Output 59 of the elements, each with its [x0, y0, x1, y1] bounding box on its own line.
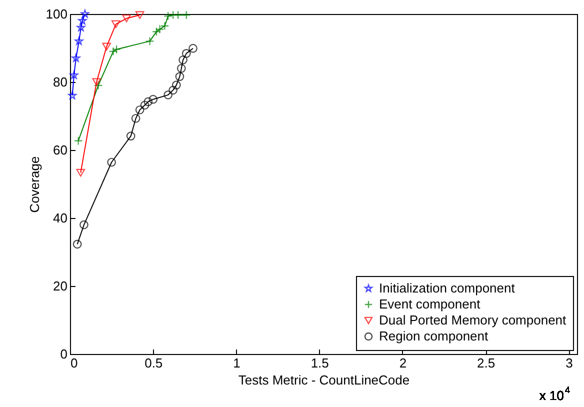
point: [175, 72, 184, 81]
point: [80, 220, 88, 230]
point: [76, 168, 86, 177]
point: [80, 10, 90, 18]
y-tick-label: 40: [53, 210, 68, 226]
point: [107, 158, 116, 167]
x-tick-label: 2: [399, 356, 407, 370]
point: [126, 132, 136, 140]
point: [108, 46, 118, 56]
point: [160, 21, 170, 30]
point: [76, 23, 86, 32]
point: [135, 105, 144, 114]
y-tick-label: 100: [46, 6, 68, 22]
point: [122, 14, 131, 22]
point: [78, 16, 87, 24]
x-tick-label: 0.5: [144, 356, 163, 370]
point: [176, 64, 186, 73]
point: [135, 11, 144, 19]
point: [72, 240, 82, 249]
point: [72, 54, 80, 62]
x-tick-label: 3: [566, 356, 573, 370]
point: [188, 44, 198, 53]
point: [168, 86, 178, 95]
point: [92, 78, 102, 86]
y-tick-label: 80: [53, 74, 68, 90]
legend-label: Event component: [379, 296, 481, 312]
point: [145, 36, 154, 46]
point: [172, 80, 181, 90]
point: [178, 55, 188, 64]
point: [155, 24, 164, 34]
point: [140, 100, 150, 110]
x-axis-title: Tests Metric - CountLineCode: [238, 372, 410, 388]
point: [94, 80, 103, 90]
point: [112, 44, 121, 54]
point: [74, 36, 84, 45]
x-tick-label: 0: [70, 356, 78, 370]
y-axis-title: Coverage: [26, 156, 42, 213]
point: [111, 20, 120, 28]
point: [164, 90, 172, 100]
y-tick-label: 20: [53, 278, 68, 294]
point: [182, 10, 191, 20]
point: [74, 136, 83, 146]
point: [70, 70, 78, 79]
point: [68, 91, 77, 100]
point: [102, 42, 111, 51]
x-tick-label: 2.5: [477, 356, 496, 370]
point: [144, 97, 153, 106]
point: [148, 94, 158, 104]
point: [164, 12, 172, 20]
point: [174, 10, 182, 20]
y-tick-label: 60: [53, 142, 68, 158]
x-tick-label: 1.5: [310, 356, 329, 370]
legend-label: Dual Ported Memory component: [379, 312, 567, 328]
legend-label: Region component: [379, 328, 489, 344]
point: [131, 114, 140, 123]
point: [182, 49, 191, 58]
point: [152, 27, 161, 36]
legend-label: Initialization component: [379, 280, 516, 296]
x-tick-label: 1: [233, 356, 240, 370]
